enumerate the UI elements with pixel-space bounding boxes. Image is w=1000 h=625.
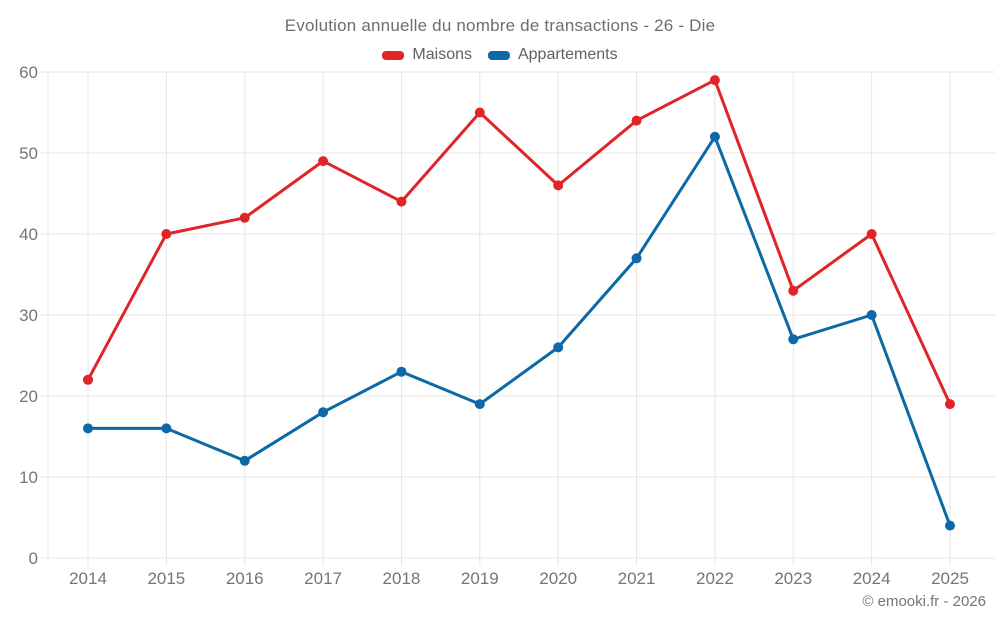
data-point-appartements-2019[interactable] [474,399,485,410]
x-axis-tick-label: 2014 [69,569,107,588]
legend-item-appartements[interactable]: Appartements [487,46,618,64]
legend: Maisons Appartements [0,44,1000,66]
legend-label-maisons: Maisons [412,46,472,63]
y-axis-tick-label: 60 [19,63,38,82]
series-line-maisons [86,78,952,406]
data-point-maisons-2022[interactable] [709,75,720,86]
x-axis-tick-label: 2021 [618,569,656,588]
data-point-appartements-2017[interactable] [318,407,329,418]
data-point-appartements-2024[interactable] [866,310,877,320]
data-point-maisons-2024[interactable] [866,229,877,239]
data-point-appartements-2016[interactable] [239,455,250,466]
data-point-appartements-2020[interactable] [553,342,564,353]
data-point-appartements-2025[interactable] [945,520,955,531]
data-point-maisons-2014[interactable] [83,374,93,385]
data-point-maisons-2015[interactable] [161,229,172,239]
x-axis-tick-label: 2024 [853,569,891,588]
data-point-appartements-2015[interactable] [161,423,172,434]
data-point-appartements-2022[interactable] [709,131,720,142]
x-axis-tick-label: 2015 [147,569,185,588]
y-axis-tick-label: 20 [19,387,38,406]
x-axis-tick-label: 2017 [304,569,342,588]
chart-title: Evolution annuelle du nombre de transact… [284,16,716,35]
legend-item-maisons[interactable]: Maisons [382,46,472,64]
x-axis-tick-label: 2016 [226,569,264,588]
data-point-appartements-2014[interactable] [83,423,93,434]
data-point-maisons-2016[interactable] [239,212,250,223]
y-axis-tick-label: 40 [19,225,38,244]
data-point-maisons-2021[interactable] [631,115,642,126]
data-point-maisons-2017[interactable] [318,156,329,167]
y-axis-tick-label: 10 [19,468,38,487]
x-axis-tick-label: 2018 [383,569,421,588]
copyright-text: © emooki.fr - 2026 [862,593,986,610]
x-axis-tick-label: 2025 [931,569,969,588]
x-axis-tick-label: 2022 [696,569,734,588]
data-point-appartements-2023[interactable] [788,334,799,345]
data-point-maisons-2020[interactable] [553,180,564,191]
x-axis-tick-label: 2023 [774,569,812,588]
y-axis-tick-label: 30 [19,306,38,325]
data-point-appartements-2021[interactable] [631,253,642,264]
x-axis-tick-label: 2020 [539,569,577,588]
y-axis-tick-label: 0 [29,549,38,568]
legend-label-appartements: Appartements [517,46,618,63]
data-point-maisons-2019[interactable] [474,107,485,118]
data-point-maisons-2018[interactable] [396,196,407,207]
maisons-swatch-icon [382,50,405,60]
data-point-maisons-2023[interactable] [788,285,799,296]
y-axis-tick-label: 50 [19,144,38,163]
x-axis-tick-label: 2019 [461,569,499,588]
data-point-appartements-2018[interactable] [396,366,407,377]
data-point-maisons-2025[interactable] [945,399,955,410]
series-line-appartements [86,135,952,528]
appartements-swatch-icon [487,50,510,60]
